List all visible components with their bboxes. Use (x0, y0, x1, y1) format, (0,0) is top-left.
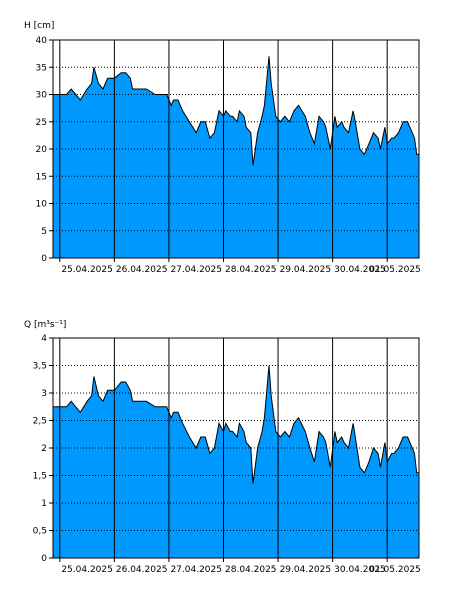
water-level-area (52, 56, 420, 259)
water-level-x-tick-label: 29.04.2025 (280, 265, 332, 275)
discharge-y-tick-label: 1 (41, 499, 47, 509)
discharge-y-tick-label: 0,5 (33, 527, 47, 537)
water-level-grid (53, 40, 419, 258)
water-level-y-tick-label: 40 (36, 36, 48, 46)
water-level-y-tick-label: 25 (36, 118, 47, 128)
water-level-y-tick-label: 15 (36, 172, 47, 182)
discharge-y-tick-label: 4 (41, 334, 47, 344)
discharge-y-tick-label: 0 (41, 554, 47, 564)
water-level-x-tick-label: 01.05.2025 (369, 265, 421, 275)
discharge-x-tick-label: 29.04.2025 (280, 565, 332, 575)
discharge-y-tick-label: 2,5 (33, 417, 47, 427)
water-level-x-tick-label: 27.04.2025 (170, 265, 222, 275)
discharge-x-tick-label: 28.04.2025 (225, 565, 277, 575)
discharge-y-tick-label: 3,5 (33, 362, 47, 372)
discharge-x-tick-label: 30.04.2025 (334, 565, 386, 575)
discharge-x-tick-label: 25.04.2025 (61, 565, 113, 575)
discharge-grid (53, 338, 419, 558)
water-level-x-tick-label: 30.04.2025 (334, 265, 386, 275)
discharge-x-tick-label: 27.04.2025 (170, 565, 222, 575)
water-level-y-tick-label: 20 (36, 145, 48, 155)
water-level-y-tick-label: 35 (36, 63, 47, 73)
discharge-x-ticks: 25.04.2025 26.04.2025 27.04.2025 28.04.2025… (59, 558, 421, 575)
water-level-y-tick-label: 30 (36, 91, 48, 101)
water-level-y-ticks: 0 5 10 15 20 25 30 35 40 (36, 36, 53, 264)
discharge-y-ticks: 0 0,5 1 1,5 2 2,5 3 3,5 4 (33, 334, 53, 564)
water-level-x-ticks: 25.04.2025 26.04.2025 27.04.2025 28.04.2025… (59, 258, 421, 275)
discharge-y-tick-label: 3 (41, 389, 47, 399)
water-level-y-tick-label: 5 (41, 227, 47, 237)
water-level-x-tick-label: 26.04.2025 (116, 265, 168, 275)
water-level-y-tick-label: 0 (41, 254, 47, 264)
discharge-chart: 0 0,5 1 1,5 2 2,5 3 3,5 4 25.04.2025 26.04.2025 27… (24, 320, 421, 575)
discharge-y-axis-label: Q [m³s⁻¹] (24, 320, 66, 330)
water-level-x-tick-label: 28.04.2025 (225, 265, 277, 275)
water-level-y-axis-label: H [cm] (24, 21, 54, 31)
water-level-chart: 0 5 10 15 20 25 30 35 40 25.04.2025 26.04.2025 27.… (24, 21, 421, 275)
discharge-y-tick-label: 2 (41, 444, 47, 454)
discharge-y-tick-label: 1,5 (33, 472, 47, 482)
water-level-x-tick-label: 25.04.2025 (61, 265, 113, 275)
water-level-y-tick-label: 10 (36, 200, 48, 210)
discharge-area (52, 365, 420, 559)
discharge-x-tick-label: 26.04.2025 (116, 565, 168, 575)
discharge-x-tick-label: 01.05.2025 (369, 565, 421, 575)
